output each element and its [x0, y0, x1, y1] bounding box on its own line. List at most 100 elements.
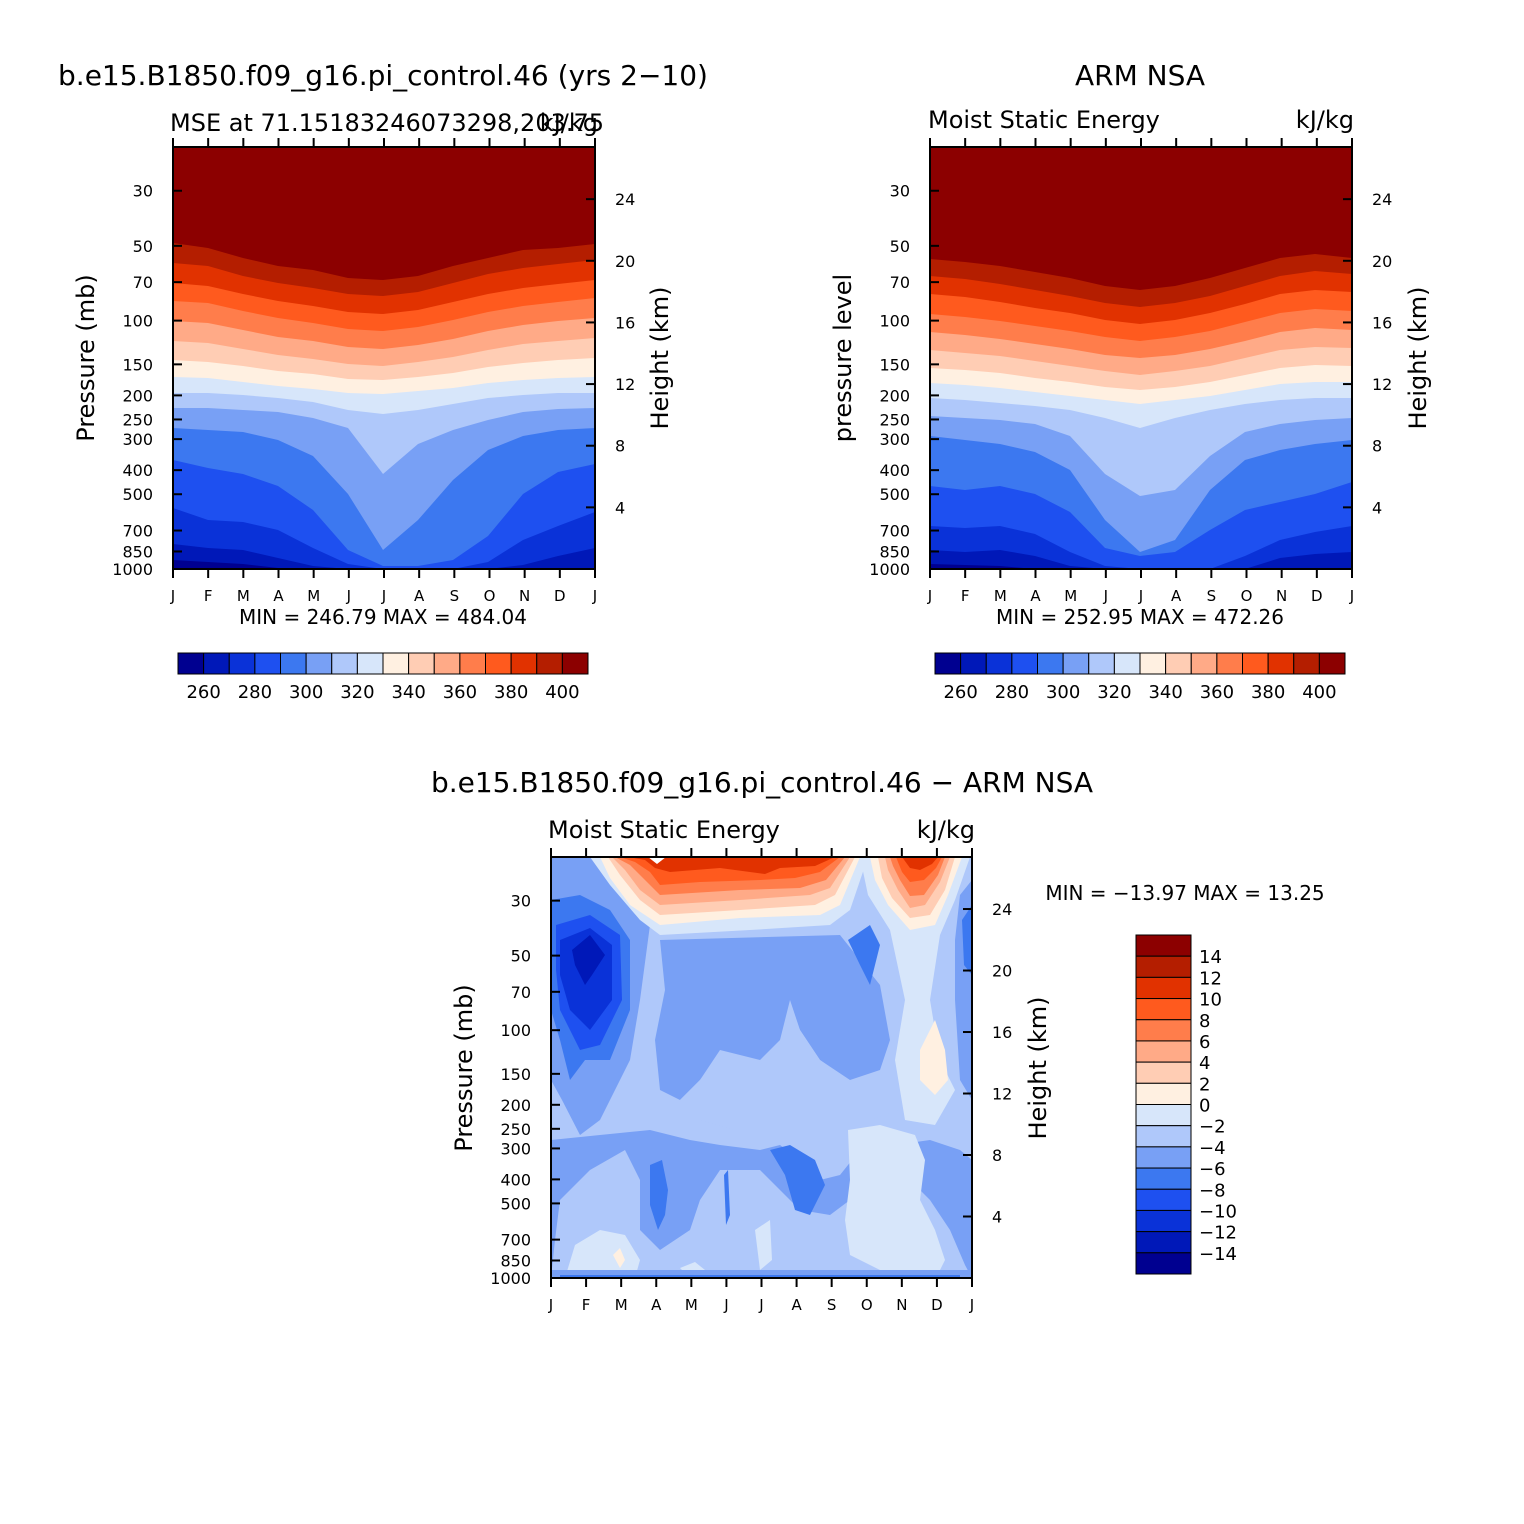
pressure-tick-label: 100 [122, 312, 153, 331]
height-tick-label: 24 [615, 190, 635, 209]
month-tick-label: M [685, 1296, 698, 1314]
colorbar-box [985, 652, 1013, 675]
colorbar-box [228, 652, 256, 675]
pressure-tick-label: 700 [879, 522, 910, 541]
colorbar-label: 0 [1199, 1096, 1210, 1117]
month-tick-label: O [861, 1296, 873, 1314]
colorbar-box [1165, 652, 1192, 675]
height-tick-label: 24 [1372, 190, 1392, 209]
colorbar-label: 280 [995, 682, 1029, 703]
month-tick-label: N [1276, 587, 1287, 605]
model-title: b.e15.B1850.f09_g16.pi_control.46 (yrs 2… [58, 59, 708, 92]
colorbar-box [356, 652, 384, 675]
month-tick-label: A [1030, 587, 1041, 605]
colorbar-box [1267, 652, 1295, 675]
colorbar-label: 8 [1199, 1011, 1210, 1032]
colorbar-label: −2 [1199, 1117, 1226, 1138]
pressure-tick-label: 100 [879, 312, 910, 331]
month-tick-label: J [592, 587, 597, 605]
pressure-tick-label: 850 [879, 542, 910, 561]
colorbar-box [1135, 934, 1192, 957]
colorbar-box [331, 652, 358, 675]
colorbar-box [280, 652, 307, 675]
pressure-tick-label: 400 [500, 1170, 531, 1189]
obs-title: ARM NSA [1075, 59, 1205, 92]
month-tick-label: A [1171, 587, 1182, 605]
height-tick-label: 20 [615, 252, 635, 271]
height-tick-label: 4 [992, 1208, 1002, 1227]
colorbar-box [1139, 652, 1167, 675]
pressure-tick-label: 70 [890, 273, 910, 292]
pressure-tick-label: 500 [122, 485, 153, 504]
colorbar-label: 2 [1199, 1074, 1210, 1095]
colorbar-box [382, 652, 410, 675]
pressure-tick-label: 250 [500, 1120, 531, 1139]
colorbar-box [1135, 955, 1192, 978]
colorbar-label: −12 [1199, 1223, 1237, 1244]
model-contour-field [173, 147, 595, 569]
panel-model: b.e15.B1850.f09_g16.pi_control.46 (yrs 2… [58, 59, 708, 703]
pressure-tick-label: 300 [879, 430, 910, 449]
colorbar-label: −14 [1199, 1244, 1237, 1265]
colorbar-box [960, 652, 987, 675]
colorbar-label: −6 [1199, 1159, 1226, 1180]
month-tick-label: D [554, 587, 566, 605]
pressure-tick-label: 1000 [869, 560, 910, 579]
colorbar-box [1113, 652, 1141, 675]
month-tick-label: S [450, 587, 460, 605]
height-tick-label: 12 [1372, 375, 1392, 394]
colorbar-box [203, 652, 230, 675]
colorbar-label: −4 [1199, 1138, 1226, 1159]
diff-minmax: MIN = −13.97 MAX = 13.25 [1045, 881, 1324, 905]
pressure-tick-label: 150 [879, 355, 910, 374]
colorbar-box [433, 652, 461, 675]
month-tick-label: J [548, 1296, 553, 1314]
colorbar-box [1135, 1061, 1192, 1084]
month-tick-label: J [381, 587, 386, 605]
diff-ylabel: Pressure (mb) [450, 984, 478, 1151]
colorbar-box [1216, 652, 1243, 675]
colorbar-label: −8 [1199, 1180, 1226, 1201]
month-tick-label: J [1349, 587, 1354, 605]
model-ylabel-right: Height (km) [646, 287, 674, 430]
pressure-tick-label: 500 [500, 1194, 531, 1213]
month-tick-label: F [961, 587, 970, 605]
model-left-string: MSE at 71.15183246073298,203.75 [170, 109, 604, 137]
month-tick-label: A [414, 587, 425, 605]
colorbar-box [485, 652, 512, 675]
height-tick-label: 16 [1372, 313, 1392, 332]
colorbar-label: 360 [1200, 682, 1234, 703]
colorbar-box [1062, 652, 1090, 675]
colorbar-box [1135, 1125, 1192, 1148]
colorbar-label: 10 [1199, 990, 1222, 1011]
height-tick-label: 8 [615, 437, 625, 456]
month-tick-label: S [1207, 587, 1217, 605]
pressure-tick-label: 850 [122, 542, 153, 561]
model-colorbar: 260 280 300 320 340 360 380 400 [177, 652, 589, 703]
diff-ylabel-right: Height (km) [1024, 997, 1052, 1140]
colorbar-box [1135, 1231, 1192, 1254]
colorbar-label: 260 [943, 682, 977, 703]
model-minmax: MIN = 246.79 MAX = 484.04 [239, 605, 527, 629]
colorbar-label: 400 [545, 682, 579, 703]
colorbar-box [1011, 652, 1038, 675]
colorbar-box [1242, 652, 1269, 675]
colorbar-box [1135, 1040, 1192, 1063]
colorbar-box [561, 652, 589, 675]
month-tick-label: J [170, 587, 175, 605]
diff-title: b.e15.B1850.f09_g16.pi_control.46 − ARM … [431, 766, 1093, 799]
month-tick-label: J [1103, 587, 1108, 605]
colorbar-box [1135, 1209, 1192, 1233]
height-tick-label: 12 [992, 1085, 1012, 1104]
colorbar-label: 14 [1199, 947, 1222, 968]
pressure-tick-label: 50 [890, 237, 910, 256]
obs-minmax: MIN = 252.95 MAX = 472.26 [996, 605, 1284, 629]
colorbar-label: 320 [340, 682, 374, 703]
pressure-tick-label: 200 [122, 386, 153, 405]
colorbar-label: 360 [443, 682, 477, 703]
model-ylabel: Pressure (mb) [72, 274, 100, 441]
month-tick-label: M [1064, 587, 1077, 605]
